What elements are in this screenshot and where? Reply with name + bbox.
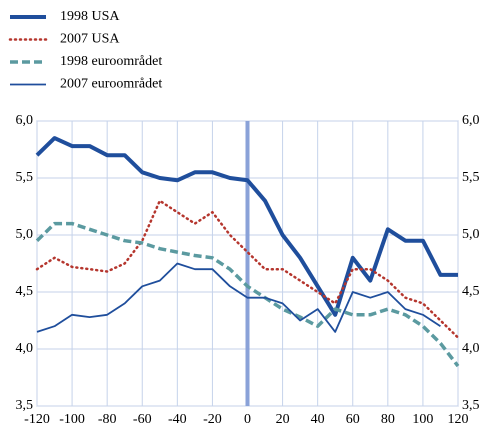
y-tick-label: 5,5 [16,170,34,185]
x-tick-label: -60 [133,412,152,427]
x-tick-label: 120 [448,412,469,427]
y2-tick-label: 3,5 [462,398,480,413]
x-tick-label: 0 [244,412,251,427]
x-tick-label: 40 [311,412,325,427]
legend-label: 1998 USA [60,9,120,24]
x-tick-label: -100 [59,412,85,427]
x-tick-label: 20 [276,412,290,427]
x-tick-label: -20 [203,412,222,427]
y2-tick-label: 4,5 [462,284,480,299]
y-tick-label: 6,0 [16,113,34,128]
series-line [35,199,460,339]
series-line [36,262,441,333]
legend-label: 2007 USA [60,32,120,47]
y-tick-label: 3,5 [16,398,34,413]
x-tick-label: 60 [346,412,360,427]
legend-label: 2007 euroområdet [60,77,162,92]
series-line [35,221,460,368]
legend-label: 1998 euroområdet [60,54,162,69]
x-tick-label: -120 [24,412,50,427]
y-tick-label: 4,0 [16,341,34,356]
y-tick-label: 4,5 [16,284,34,299]
y2-tick-label: 5,5 [462,170,480,185]
series-line [35,136,458,317]
x-tick-label: -80 [98,412,117,427]
y2-tick-label: 5,0 [462,227,480,242]
y-tick-label: 5,0 [16,227,34,242]
x-tick-label: 80 [381,412,395,427]
y2-tick-label: 4,0 [462,341,480,356]
x-tick-label: -40 [168,412,187,427]
y2-tick-label: 6,0 [462,113,480,128]
x-tick-label: 100 [412,412,433,427]
